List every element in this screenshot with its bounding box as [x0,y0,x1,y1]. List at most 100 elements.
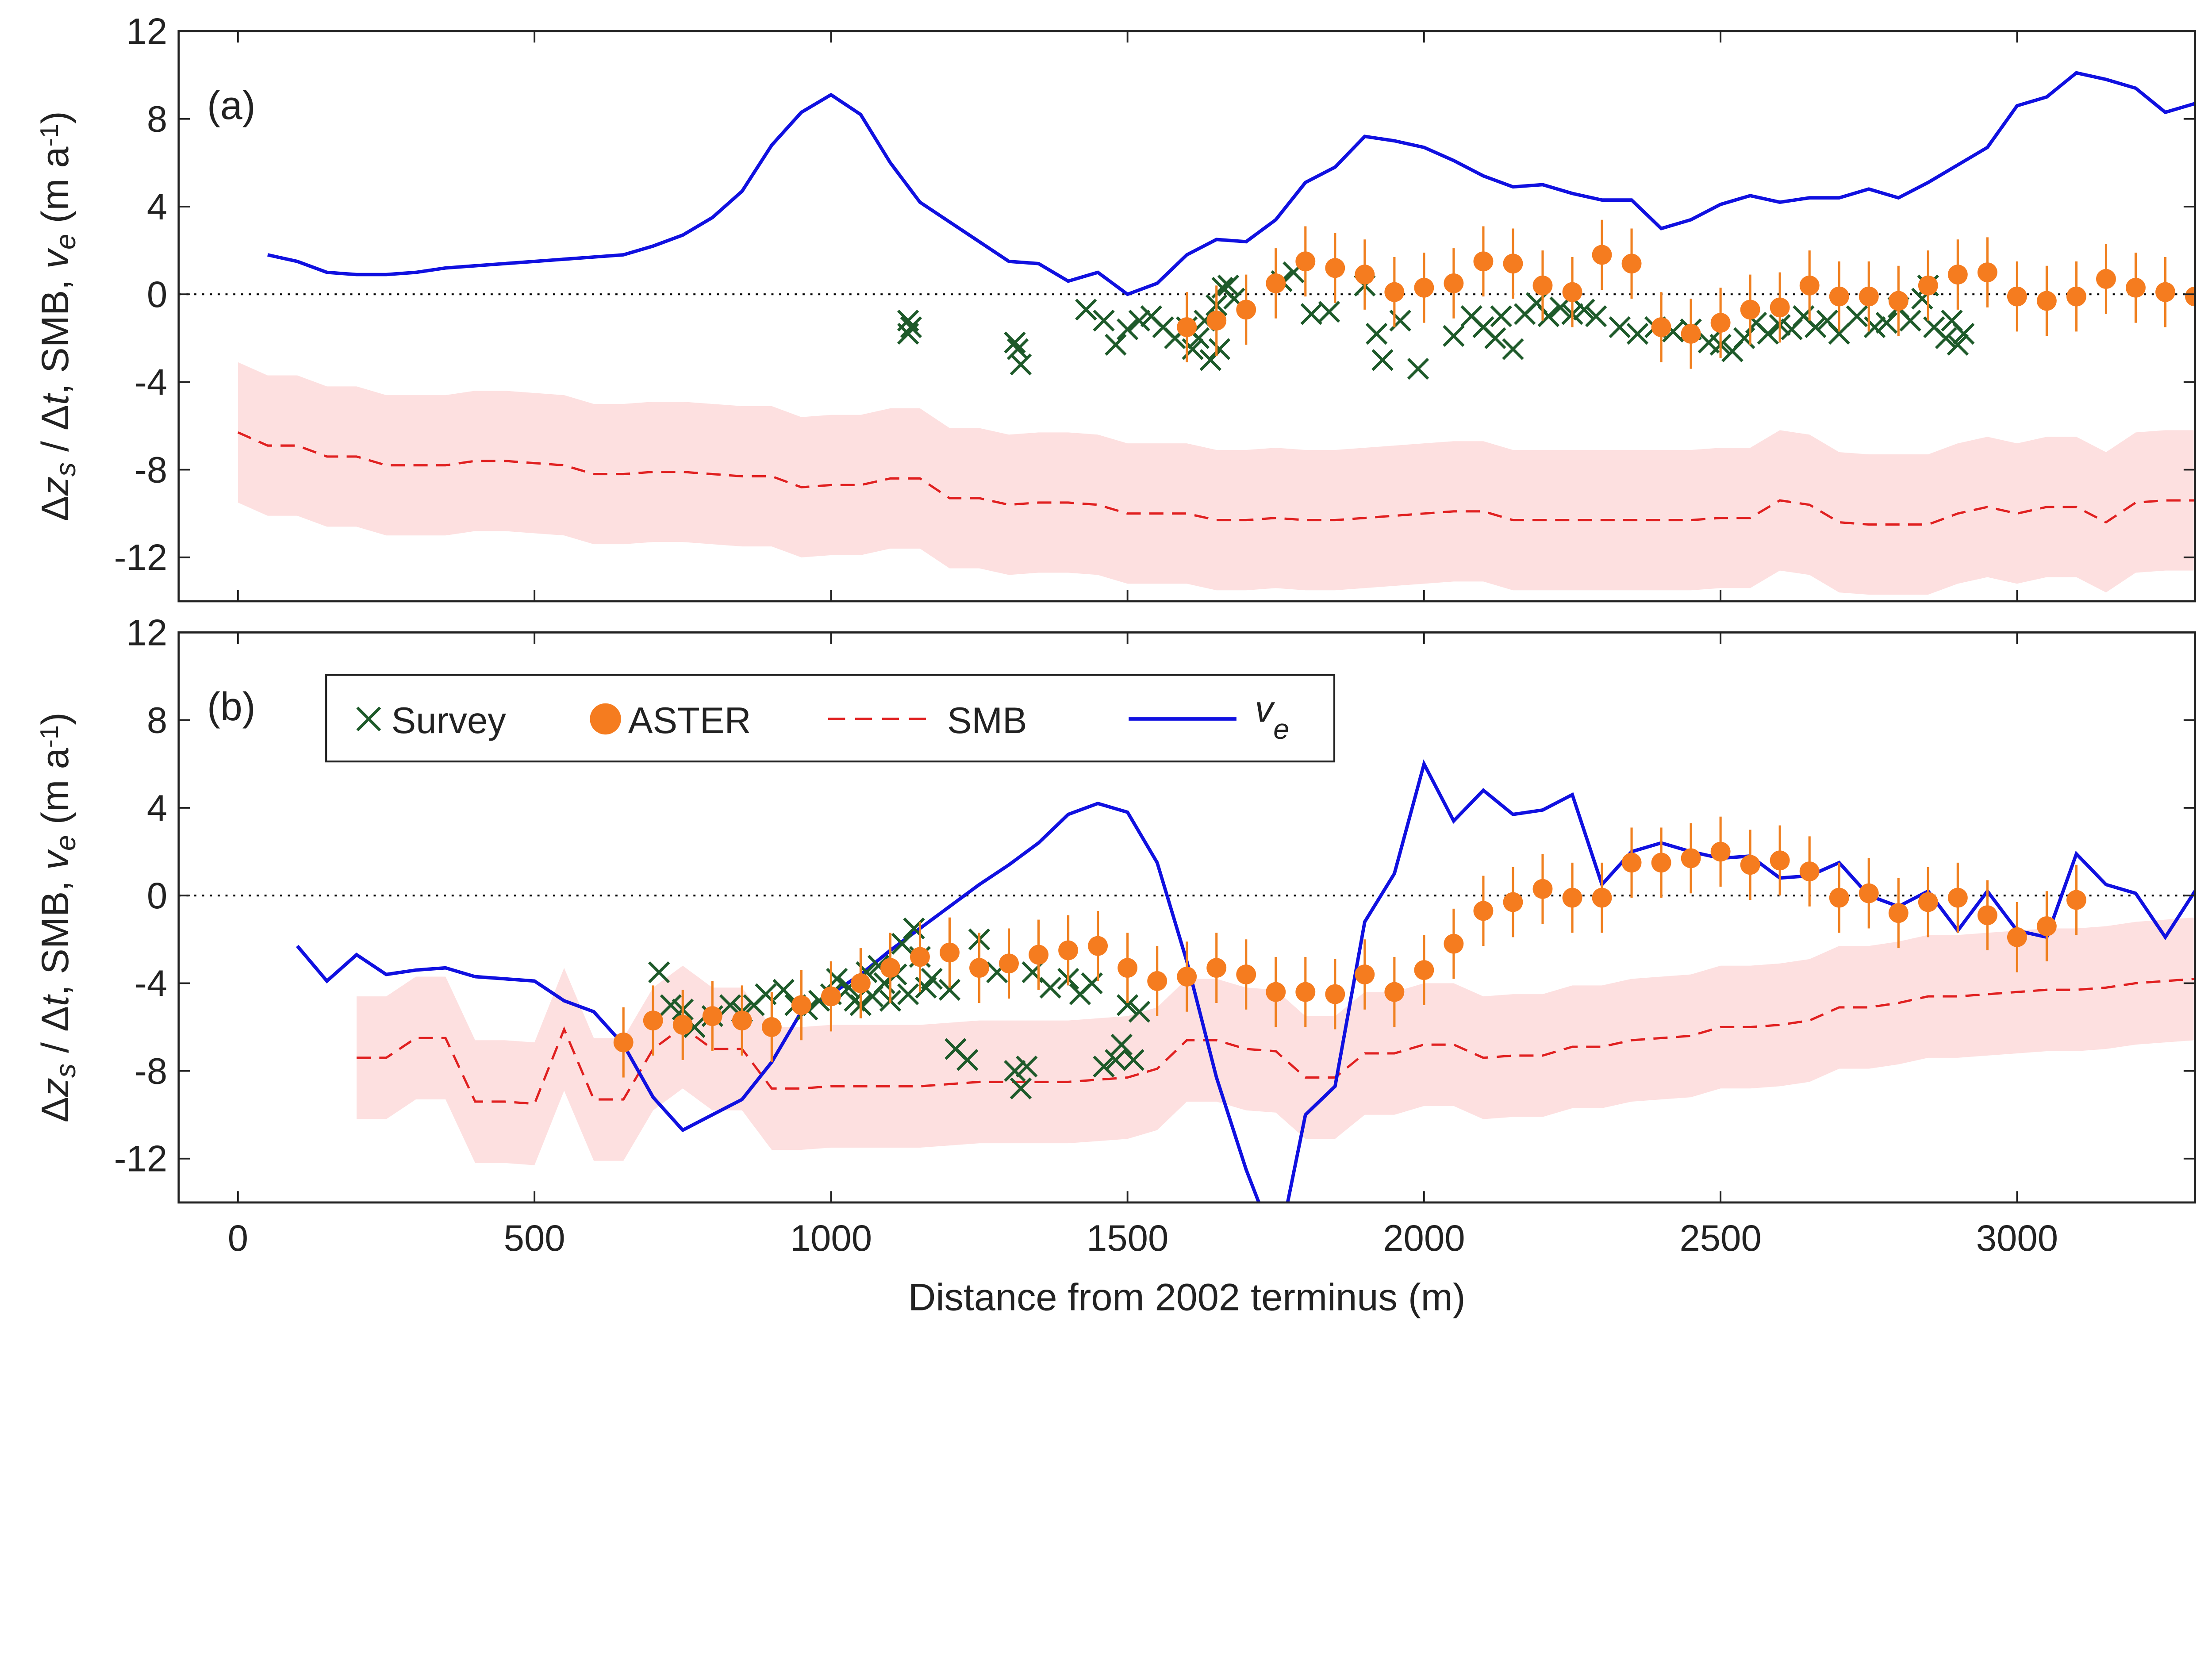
aster-point [1384,282,1405,302]
aster-point [1325,258,1345,278]
y-tick-label: -12 [114,537,167,578]
aster-point [702,1006,722,1026]
survey-point [1075,299,1097,321]
survey-point [1010,1077,1032,1099]
aster-point [1266,982,1286,1002]
aster-point [643,1010,663,1031]
aster-point [1236,964,1256,984]
aster-point [910,947,930,967]
survey-point [1757,323,1779,345]
aster-point [1058,940,1079,960]
aster-point [1888,903,1909,923]
panel-label: (a) [207,84,256,128]
panel-b: -12 -8 -4 0 4 8 12 0 500 1000 1500 2000 2500 3000 (b) Δ… [34,612,2196,1259]
survey-point [1407,357,1429,380]
y-axis-label: Δzs / Δt, SMB, ve (m a-1) [34,111,81,521]
legend-aster-label: ASTER [628,700,751,741]
aster-point [2036,916,2057,936]
aster-point [1770,297,1790,318]
aster-point [1829,286,1849,307]
axes-frame [177,631,2196,1204]
axes-frame [177,30,2196,603]
aster-point [2126,277,2146,298]
y-tick-label: 8 [147,700,167,741]
survey-point [1208,338,1231,360]
aster-point [1562,887,1582,908]
y-axis-label-part: z [34,1078,77,1097]
aster-point [1621,853,1642,873]
aster-point [1325,984,1345,1004]
survey-point [1300,303,1322,325]
aster-point [850,973,871,993]
aster-point [1918,892,1938,912]
survey-point [1953,323,1975,345]
aster-point [1295,982,1316,1002]
survey-point [719,994,741,1016]
survey-point [1110,1033,1133,1056]
y-axis-label-part: e [50,835,81,851]
y-axis-label-part: , SMB, [34,870,77,995]
y-axis-label-part: e [50,234,81,250]
survey-point [1549,296,1571,319]
legend-smb-label: SMB [947,700,1027,741]
aster-point [1355,964,1375,984]
y-axis-label-part: / Δ [34,405,77,462]
survey-point [900,316,922,338]
y-axis-label-part: , SMB, [34,269,77,394]
y-axis-label-part: (m a [34,146,77,234]
y-axis-label-part: ) [34,111,77,124]
y-tick-label: 4 [147,186,167,227]
survey-point [897,983,919,1005]
y-axis-label-part: (m a [34,748,77,835]
y-tick-label: -8 [134,449,167,490]
aster-point [1088,936,1108,956]
survey-point [1093,309,1115,332]
aster-point [1770,850,1790,871]
aster-point [1029,945,1049,965]
survey-point [1371,349,1394,371]
survey-point [1626,323,1649,345]
survey-point [648,961,670,983]
survey-point [1128,309,1151,332]
aster-point [1592,887,1612,908]
y-tick-label: 12 [127,11,168,52]
aster-point [1799,861,1820,882]
survey-point [897,323,919,345]
y-axis-label-part: -1 [35,725,64,748]
x-tick-label: 1000 [790,1218,872,1259]
x-tick-label: 2500 [1679,1218,1761,1259]
survey-point [1502,338,1524,360]
y-tick-label: 0 [147,875,167,916]
aster-point [1799,275,1820,296]
x-tick-label: 1500 [1087,1218,1168,1259]
legend-ve-label-part: v [1255,688,1275,730]
aster-point [2007,286,2027,307]
aster-point [1710,313,1731,333]
aster-point [1473,901,1494,921]
survey-point [938,979,961,1001]
aster-point [2096,269,2116,289]
y-axis-label-part: / Δ [34,1006,77,1064]
y-axis-label-part: s [50,462,81,476]
survey-point [1105,1049,1127,1071]
survey-point [1846,305,1868,327]
y-axis-label: Δzs / Δt, SMB, ve (m a-1) [34,712,81,1122]
legend-ve-label: ve [1255,688,1289,745]
aster-point [1177,317,1197,337]
survey-point [1093,1055,1115,1078]
survey-point [956,1049,979,1071]
aster-point [1236,300,1256,320]
smb-uncertainty-band [356,917,2195,1165]
survey-point [1318,301,1340,323]
panel-label: (b) [207,685,256,729]
aster-point [791,995,811,1015]
smb-line [237,431,2195,526]
aster-point [1888,291,1909,311]
x-tick-label: 0 [228,1218,248,1259]
y-axis-label-part: v [34,247,77,269]
y-axis-label-part: ) [34,712,77,725]
smb-uncertainty-band [238,362,2195,595]
smb-line [356,977,2195,1105]
y-tick-label: 12 [127,612,168,653]
aster-point [1710,841,1731,862]
